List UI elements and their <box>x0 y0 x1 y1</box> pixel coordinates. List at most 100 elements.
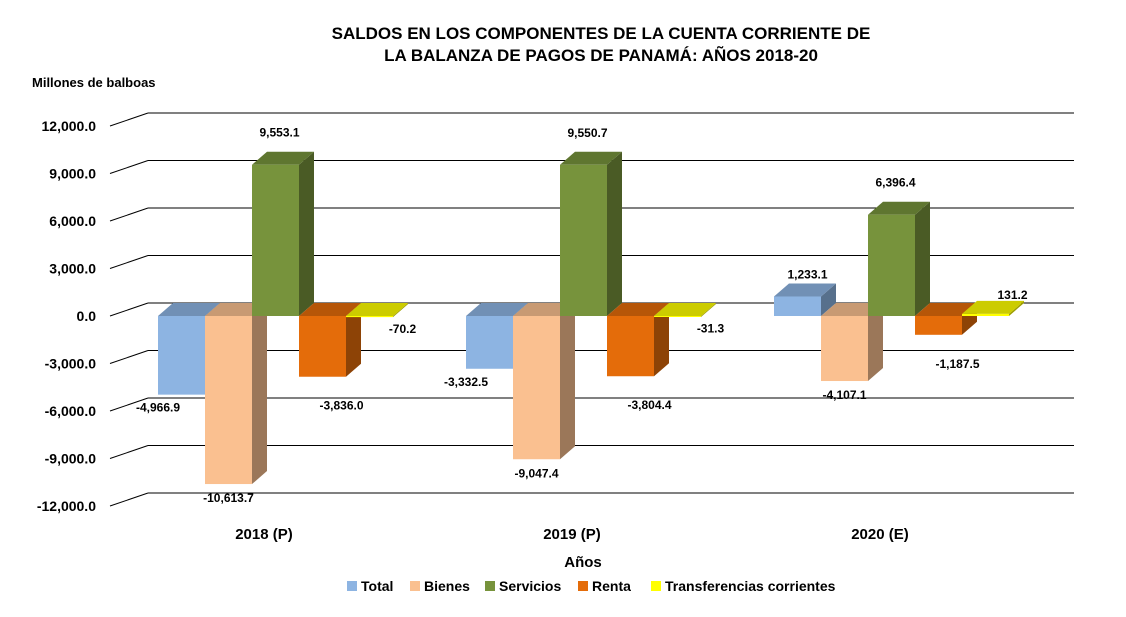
data-label: -3,836.0 <box>319 399 363 413</box>
bar-top <box>915 303 977 316</box>
data-label: -3,332.5 <box>444 375 488 389</box>
bar-front <box>158 316 205 395</box>
bar-front <box>868 214 915 316</box>
bar-side <box>654 303 669 377</box>
y-tick-label: 6,000.0 <box>49 213 96 229</box>
bar-servicios <box>252 151 314 316</box>
legend-label: Total <box>361 578 393 594</box>
data-label: 1,233.1 <box>787 267 827 281</box>
x-tick-label: 2018 (P) <box>235 526 293 543</box>
bar-front <box>205 316 252 485</box>
legend-item: Bienes <box>410 578 470 594</box>
chart-title-line1: SALDOS EN LOS COMPONENTES DE LA CUENTA C… <box>332 24 871 43</box>
bar-side <box>393 303 408 318</box>
bar-front <box>654 316 701 317</box>
x-axis-categories: 2018 (P) 2019 (P) 2020 (E) <box>235 526 909 543</box>
bar-side <box>915 201 930 316</box>
data-label: -9,047.4 <box>514 466 558 480</box>
bar-front <box>774 296 821 316</box>
y-axis-title: Millones de balboas <box>32 75 156 90</box>
bar-front <box>607 316 654 377</box>
bar-side <box>1009 300 1024 316</box>
legend: Total Bienes Servicios Renta Transferencias … <box>347 578 836 594</box>
bar-top <box>513 303 575 316</box>
gridline-diag <box>109 302 149 317</box>
bar-renta <box>915 303 977 335</box>
bar-top <box>560 151 622 165</box>
bars <box>158 151 1024 485</box>
bar-servicios <box>868 201 930 316</box>
gridline-diag <box>109 350 149 364</box>
bar-side <box>821 283 836 316</box>
gridline-diag <box>109 445 149 459</box>
bar-top <box>205 303 267 316</box>
bar-front <box>962 313 1009 316</box>
y-tick-label: -12,000.0 <box>37 498 96 514</box>
bar-top <box>654 303 716 316</box>
bar-servicios <box>560 151 622 316</box>
bar-front <box>252 164 299 316</box>
bar-total <box>774 283 836 316</box>
bar-side <box>560 303 575 460</box>
y-axis: 12,000.0 9,000.0 6,000.0 3,000.0 0.0 -3,000.0… <box>37 118 96 514</box>
y-tick-label: 3,000.0 <box>49 261 96 277</box>
data-label: -3,804.4 <box>627 398 671 412</box>
bar-top <box>466 303 528 316</box>
bar-renta <box>299 303 361 377</box>
legend-swatch <box>578 581 588 591</box>
bar-top <box>607 303 669 316</box>
data-labels: -4,966.9 -3,332.5 1,233.1 -10,613.7 -9,047.4… <box>136 126 1028 505</box>
data-label: -4,966.9 <box>136 401 180 415</box>
bar-top <box>821 303 883 316</box>
legend-swatch <box>410 581 420 591</box>
data-label: -4,107.1 <box>822 388 866 402</box>
data-label: -10,613.7 <box>203 491 254 505</box>
bar-front <box>915 316 962 335</box>
gridline-diag <box>109 397 149 412</box>
gridline-diag <box>109 492 149 507</box>
bar-bienes <box>513 303 575 460</box>
legend-swatch <box>347 581 357 591</box>
legend-item: Servicios <box>485 578 561 594</box>
gridline-diag <box>109 112 149 127</box>
y-tick-label: -9,000.0 <box>45 451 97 467</box>
y-tick-label: -3,000.0 <box>45 356 97 372</box>
gridline-diag <box>109 160 149 174</box>
bar-side <box>701 303 716 317</box>
legend-label: Servicios <box>499 578 561 594</box>
data-label: 9,553.1 <box>259 126 299 140</box>
legend-item: Transferencias corrientes <box>651 578 836 594</box>
chart-title-line2: LA BALANZA DE PAGOS DE PANAMÁ: AÑOS 2018… <box>384 45 818 65</box>
data-label: -31.3 <box>697 321 725 335</box>
bar-side <box>607 151 622 316</box>
bar-renta <box>607 303 669 377</box>
legend-label: Renta <box>592 578 631 594</box>
data-label: 9,550.7 <box>567 126 607 140</box>
data-label: -70.2 <box>389 322 417 336</box>
legend-label: Transferencias corrientes <box>665 578 836 594</box>
bar-top <box>158 303 220 316</box>
bar-top <box>868 201 930 215</box>
bar-side <box>252 303 267 485</box>
bar-front <box>560 164 607 316</box>
bar-bienes <box>821 303 883 382</box>
y-tick-label: -6,000.0 <box>45 403 97 419</box>
bar-transferencias-corrientes <box>346 303 408 318</box>
y-tick-label: 9,000.0 <box>49 166 96 182</box>
bar-front <box>299 316 346 377</box>
bar-top <box>346 303 408 316</box>
x-tick-label: 2020 (E) <box>851 526 909 543</box>
legend-swatch <box>651 581 661 591</box>
bar-front <box>346 316 393 318</box>
legend-label: Bienes <box>424 578 470 594</box>
bar-transferencias-corrientes <box>962 300 1024 316</box>
bar-side <box>346 303 361 377</box>
bar-top <box>252 151 314 165</box>
bar-top <box>774 283 836 297</box>
legend-item: Renta <box>578 578 631 594</box>
y-tick-label: 0.0 <box>77 308 97 324</box>
data-label: 6,396.4 <box>875 176 915 190</box>
bar-front <box>513 316 560 460</box>
x-tick-label: 2019 (P) <box>543 526 601 543</box>
